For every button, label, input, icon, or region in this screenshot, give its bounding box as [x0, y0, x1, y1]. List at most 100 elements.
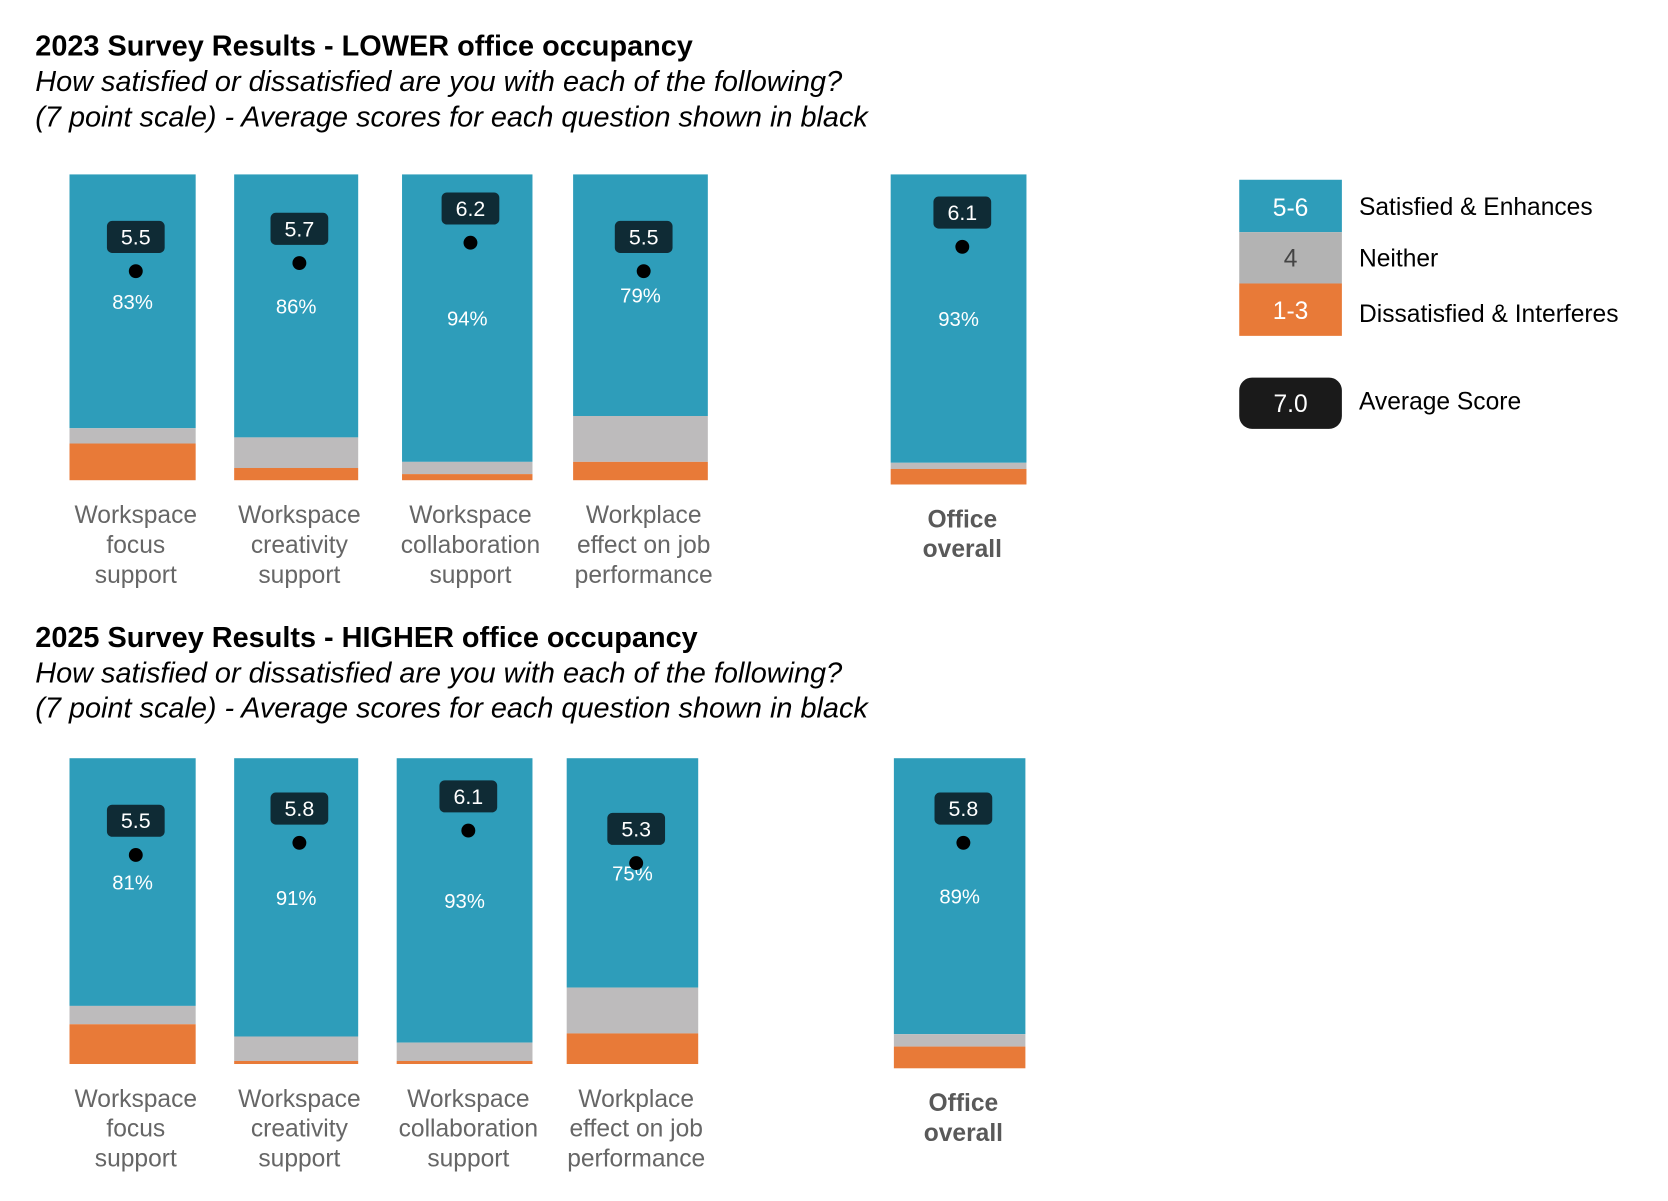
average-score-dot [955, 239, 970, 254]
bar-segment-neither [573, 415, 708, 462]
average-score-label: 6.1 [453, 785, 483, 809]
legend-score-label: Average Score [1359, 389, 1521, 416]
data-label: 75% [612, 863, 653, 885]
legend-swatch-neither [1239, 232, 1342, 284]
legend-swatch-satisfied [1239, 179, 1342, 233]
chart-title: 2023 Survey Results - LOWER office occup… [35, 31, 693, 63]
category-label: Workspace [75, 1086, 197, 1113]
category-label: focus [106, 532, 165, 559]
average-score-label: 6.1 [947, 201, 977, 225]
average-score-dot [292, 835, 307, 850]
average-score-box [106, 220, 165, 253]
average-score-box [270, 792, 329, 825]
category-label: collaboration [401, 532, 540, 559]
chart-title: 2025 Survey Results - HIGHER office occu… [35, 622, 697, 654]
category-label: support [427, 1146, 509, 1173]
chart-subtitle-line: (7 point scale) - Average scores for eac… [35, 693, 869, 725]
chart-subtitle-line: How satisfied or dissatisfied are you wi… [35, 657, 842, 689]
panel-2023: 2023 Survey Results - LOWER office occup… [35, 31, 1027, 589]
legend-key: 5-6 [1273, 195, 1309, 222]
bar-segment-neither [890, 462, 1027, 469]
average-score-label: 5.5 [121, 809, 151, 833]
category-label: effect on job [569, 1116, 702, 1143]
bar-segment-neither [402, 461, 533, 475]
average-score-dot [956, 835, 971, 850]
average-score-label: 5.8 [949, 797, 979, 821]
average-score-box [270, 212, 329, 245]
bar-segment-satisfied [69, 758, 196, 1006]
category-label: Workspace [407, 1086, 529, 1113]
category-label: creativity [251, 532, 349, 559]
category-label: performance [575, 562, 713, 589]
average-score-box [614, 220, 673, 253]
data-label: 86% [276, 296, 317, 318]
panel-2025: 2025 Survey Results - HIGHER office occu… [35, 622, 1026, 1173]
bar-segment-dissatisfied [69, 1024, 196, 1065]
legend-key: 4 [1284, 245, 1298, 272]
legend-score-swatch [1239, 377, 1342, 429]
average-score-dot [128, 264, 143, 279]
legend-label: Neither [1359, 245, 1438, 272]
bar-segment-dissatisfied [890, 468, 1027, 485]
category-label: Workspace [238, 1086, 360, 1113]
category-label: support [258, 1146, 340, 1173]
average-score-box [607, 812, 666, 845]
bar-segment-dissatisfied [402, 474, 533, 481]
category-label: Workplace [578, 1086, 694, 1113]
average-score-box [106, 804, 165, 837]
bar-segment-neither [69, 1005, 196, 1025]
bar-segment-neither [566, 987, 699, 1034]
category-label: Office [929, 1090, 999, 1117]
category-label: collaboration [399, 1116, 538, 1143]
bar-segment-dissatisfied [396, 1060, 533, 1065]
bar-segment-neither [69, 428, 196, 444]
bars-2023: 83% 5.5 Workspace focus support 86% 5.7 Workspa… [69, 174, 1027, 589]
average-score-label: 5.5 [629, 225, 659, 249]
data-label: 93% [444, 891, 485, 913]
category-label: effect on job [577, 532, 710, 559]
average-score-label: 5.5 [121, 225, 151, 249]
bar-segment-satisfied [566, 758, 699, 988]
average-score-box [934, 792, 993, 825]
legend-label: Satisfied & Enhances [1359, 194, 1593, 221]
bar-segment-neither [396, 1042, 533, 1061]
category-label: Office [927, 506, 997, 533]
data-label: 89% [939, 887, 980, 909]
data-label: 93% [938, 309, 979, 331]
bar-segment-dissatisfied [69, 443, 196, 481]
bar-segment-dissatisfied [573, 461, 708, 481]
category-label: Workplace [586, 502, 702, 529]
category-label: Workspace [238, 502, 360, 529]
bar-segment-dissatisfied [234, 1060, 359, 1065]
category-label: support [258, 562, 340, 589]
average-score-box [441, 192, 500, 225]
bar-segment-satisfied [573, 174, 708, 416]
category-label: Workspace [409, 502, 531, 529]
average-score-label: 6.2 [456, 197, 486, 221]
bar-segment-neither [234, 1036, 359, 1061]
average-score-label: 5.8 [285, 797, 315, 821]
bars-2025: 81% 5.5 Workspace focus support 91% 5.8 Workspa… [69, 758, 1026, 1173]
category-label: Workspace [75, 502, 197, 529]
average-score-box [439, 780, 498, 813]
average-score-dot [629, 856, 644, 871]
bar-segment-dissatisfied [893, 1046, 1026, 1069]
bar-segment-dissatisfied [234, 467, 359, 481]
category-label: support [95, 1146, 177, 1173]
average-score-dot [128, 848, 143, 862]
category-label: focus [106, 1116, 165, 1143]
category-label: overall [923, 536, 1002, 563]
average-score-dot [463, 235, 478, 250]
legend-label: Dissatisfied & Interferes [1359, 301, 1619, 328]
data-label: 81% [112, 873, 153, 895]
legend-swatch-dissatisfied [1239, 283, 1342, 336]
legend: 5-6 4 1-3 Satisfied & Enhances Neither D… [1239, 179, 1619, 429]
category-label: creativity [251, 1116, 349, 1143]
legend-score-key: 7.0 [1273, 391, 1307, 418]
average-score-dot [461, 823, 476, 838]
legend-key: 1-3 [1273, 298, 1309, 325]
category-label: performance [567, 1146, 705, 1173]
data-label: 79% [620, 286, 661, 308]
category-label: support [95, 562, 177, 589]
